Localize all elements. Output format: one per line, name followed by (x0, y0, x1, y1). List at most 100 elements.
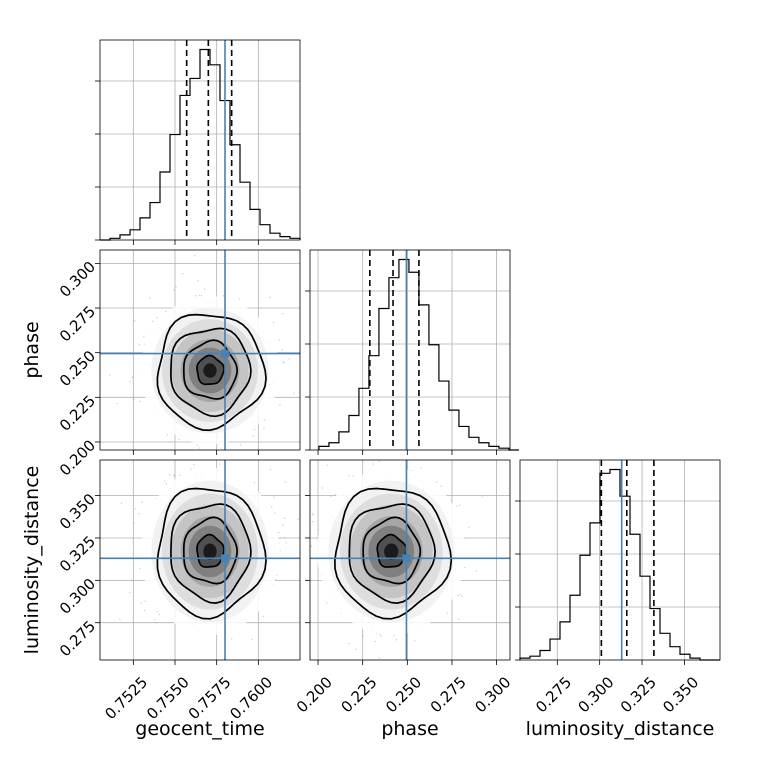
sample-point (232, 453, 234, 455)
sample-point (116, 402, 118, 405)
sample-point (312, 514, 314, 516)
sample-point (198, 447, 200, 449)
y-tick-label-luminosity_distance: 0.300 (56, 575, 99, 618)
panel-frame (99, 249, 301, 451)
sample-point (178, 438, 180, 441)
density-level (384, 543, 399, 560)
sample-point (158, 613, 161, 616)
x-tick-label-geocent_time: 0.7600 (226, 673, 276, 723)
sample-point (193, 254, 196, 257)
sample-point (133, 319, 136, 322)
truth-marker (402, 554, 411, 563)
sample-point (348, 474, 350, 477)
sample-point (283, 517, 286, 519)
sample-point (270, 506, 273, 508)
sample-point (156, 611, 159, 613)
sample-point (198, 294, 201, 297)
y-tick-label-luminosity_distance: 0.350 (56, 490, 99, 533)
y-tick-label-phase: 0.200 (56, 436, 99, 479)
sample-point (293, 392, 295, 395)
sample-point (143, 609, 146, 612)
contour-line (170, 327, 252, 418)
sample-point (450, 499, 453, 501)
sample-point (380, 635, 382, 637)
sample-point (281, 348, 284, 351)
contour-line (196, 354, 225, 386)
sample-point (195, 295, 197, 297)
x-tick-label-luminosity_distance: 0.300 (574, 673, 617, 716)
sample-point (129, 591, 131, 594)
sample-point (464, 537, 467, 539)
sample-point (283, 361, 285, 364)
x-axis-label-geocent-time: geocent_time (135, 718, 264, 740)
panel-content (310, 456, 510, 660)
sample-point (282, 524, 284, 526)
y-tick-label-luminosity_distance: 0.325 (56, 532, 99, 575)
density-level (203, 363, 217, 378)
sample-point (297, 518, 299, 521)
sample-point (172, 289, 175, 291)
sample-point (164, 310, 167, 313)
sample-point (269, 468, 272, 471)
sample-point (284, 481, 287, 483)
sample-point (238, 298, 241, 300)
sample-point (378, 657, 381, 659)
histogram-step-luminosity_distance (519, 468, 720, 661)
sample-point (378, 460, 381, 462)
x-axis-label-phase: phase (381, 718, 438, 740)
sample-point (372, 463, 375, 465)
sample-point (352, 475, 354, 477)
y-tick-label-phase: 0.300 (56, 258, 99, 301)
sample-point (420, 467, 423, 470)
scatter-panel-geocent_time-luminosity_distance (95, 450, 301, 668)
sample-point (395, 638, 398, 641)
sample-point (269, 296, 271, 299)
sample-point (119, 618, 121, 621)
sample-point (311, 520, 314, 523)
sample-point (330, 495, 332, 498)
sample-point (362, 635, 364, 637)
x-tick-label-phase: 0.225 (337, 673, 380, 716)
sample-point (461, 595, 463, 598)
sample-point (226, 450, 228, 452)
sample-point (457, 618, 460, 620)
truth-marker (221, 349, 229, 358)
sample-point (179, 474, 181, 477)
sample-point (230, 638, 233, 640)
sample-point (132, 376, 134, 379)
sample-point (414, 640, 416, 642)
sample-point (396, 456, 398, 458)
sample-point (440, 485, 442, 487)
panel-content (100, 450, 300, 668)
sample-point (144, 600, 147, 602)
panel-frame (99, 459, 301, 661)
sample-point (282, 360, 285, 363)
sample-point (155, 621, 158, 624)
sample-point (201, 294, 203, 297)
sample-point (273, 496, 275, 498)
sample-point (130, 579, 133, 581)
x-tick-label-luminosity_distance: 0.325 (617, 673, 660, 716)
sample-point (278, 339, 281, 341)
sample-point (204, 288, 206, 290)
contour-line (196, 533, 225, 568)
contour-line (156, 313, 267, 432)
sample-point (156, 666, 158, 668)
sample-point (272, 321, 275, 324)
contour-line (376, 533, 408, 568)
x-tick-label-luminosity_distance: 0.350 (659, 673, 702, 716)
sample-point (321, 487, 324, 489)
sample-point (197, 280, 199, 282)
histogram-step-geocent_time (100, 48, 301, 241)
x-tick-label-geocent_time: 0.7525 (101, 673, 151, 723)
sample-point (262, 615, 265, 618)
sample-point (310, 545, 313, 547)
sample-point (263, 427, 265, 430)
x-axis-label-luminosity-distance: luminosity_distance (526, 718, 715, 740)
sample-point (311, 512, 314, 515)
panel-frame (519, 459, 721, 661)
contour-line (156, 487, 267, 620)
sample-point (468, 526, 470, 529)
